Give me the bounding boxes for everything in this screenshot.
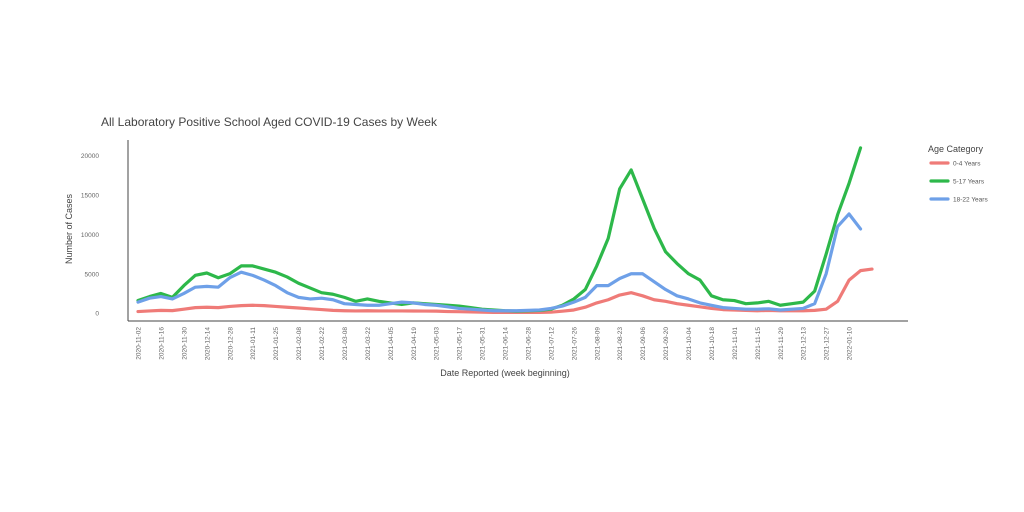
legend-title: Age Category (928, 144, 984, 154)
x-tick-label: 2021-03-22 (365, 327, 372, 361)
x-tick-label: 2021-03-08 (342, 327, 349, 361)
x-tick-label: 2021-02-22 (319, 327, 326, 361)
x-tick-label: 2021-11-15 (755, 327, 762, 360)
series-line (136, 146, 863, 313)
x-tick-label: 2020-12-28 (227, 327, 234, 361)
x-tick-label: 2021-04-19 (411, 327, 418, 361)
x-tick-label: 2021-07-12 (548, 327, 555, 361)
x-tick-label: 2021-10-04 (686, 327, 693, 361)
y-tick-label: 15000 (81, 193, 99, 200)
x-tick-label: 2021-06-14 (503, 327, 510, 361)
x-tick-label: 2021-07-26 (571, 327, 578, 361)
x-tick-label: 2020-12-14 (204, 327, 211, 361)
x-tick-label: 2021-08-09 (594, 327, 601, 361)
x-tick-label: 2021-02-08 (296, 327, 303, 361)
series-line (136, 212, 863, 313)
legend-item-label: 18-22 Years (953, 197, 988, 204)
x-tick-label: 2021-11-29 (778, 327, 785, 360)
x-axis-title: Date Reported (week beginning) (440, 368, 570, 378)
legend: Age Category 0-4 Years 5-17 Years 18-22 Ye… (928, 144, 988, 204)
x-tick-label: 2020-11-02 (136, 327, 143, 360)
plot-area: 0 5000 10000 15000 20000 2020-11-02 2020-11-16… (81, 140, 908, 360)
x-tick-label: 2021-05-03 (434, 327, 441, 361)
x-tick-label: 2021-01-11 (250, 327, 257, 360)
x-tick-label: 2021-01-25 (273, 327, 280, 361)
x-tick-label: 2021-09-06 (640, 327, 647, 361)
y-tick-label: 10000 (81, 232, 99, 239)
x-tick-label: 2021-06-28 (525, 327, 532, 361)
x-tick-label: 2020-11-30 (181, 327, 188, 360)
y-tick-label: 5000 (85, 271, 100, 278)
x-tick-label: 2021-11-01 (732, 327, 739, 360)
chart-title: All Laboratory Positive School Aged COVI… (101, 115, 438, 129)
x-tick-label: 2022-01-10 (847, 327, 854, 361)
x-tick-label: 2020-11-16 (158, 327, 165, 360)
x-tick-label: 2021-12-13 (801, 327, 808, 361)
x-tick-label: 2021-09-20 (663, 327, 670, 361)
x-tick-label: 2021-05-31 (480, 327, 487, 361)
legend-item-label: 0-4 Years (953, 161, 981, 168)
x-tick-label: 2021-05-17 (457, 327, 464, 361)
x-tick-label: 2021-04-05 (388, 327, 395, 361)
y-tick-label: 20000 (81, 153, 99, 160)
y-axis-title: Number of Cases (64, 193, 74, 264)
x-tick-label: 2021-08-23 (617, 327, 624, 361)
x-tick-label: 2021-10-18 (709, 327, 716, 361)
legend-item-label: 5-17 Years (953, 179, 985, 186)
y-tick-label: 0 (95, 311, 99, 318)
x-tick-label: 2021-12-27 (824, 327, 831, 361)
